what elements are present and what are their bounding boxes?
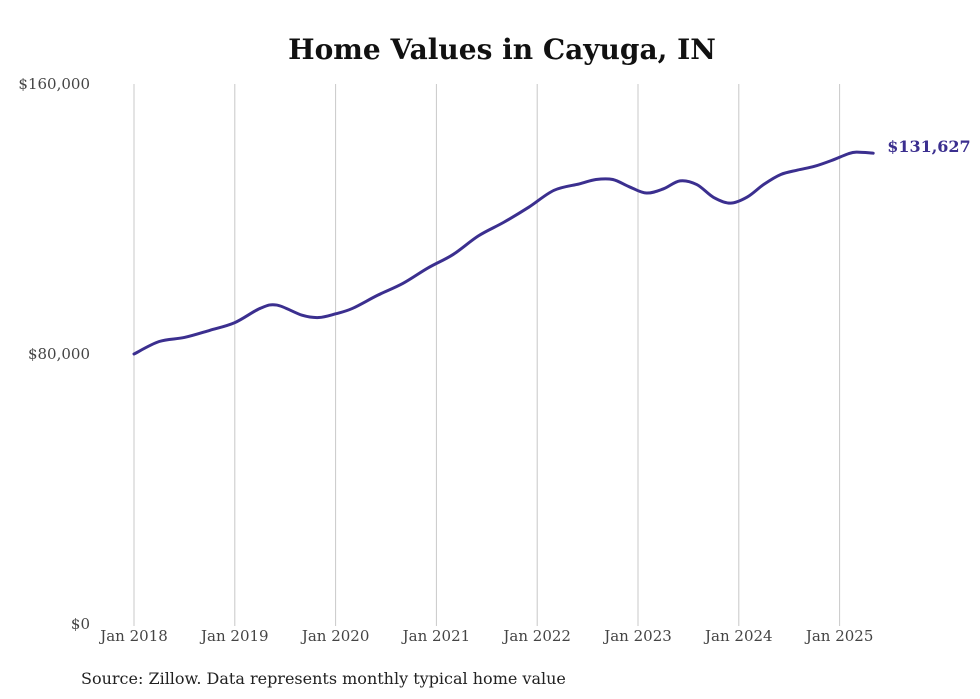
x-tick-label: Jan 2024 bbox=[703, 627, 773, 645]
x-tick-label: Jan 2020 bbox=[300, 627, 370, 645]
x-axis-ticks: Jan 2018 Jan 2019 Jan 2020 Jan 2021 Jan 2022… bbox=[98, 627, 873, 645]
x-tick-label: Jan 2018 bbox=[98, 627, 168, 645]
x-tick-label: Jan 2025 bbox=[804, 627, 874, 645]
gridlines bbox=[133, 84, 841, 626]
latest-value-label: $131,627 bbox=[887, 137, 971, 156]
home-value-line bbox=[132, 150, 875, 356]
chart-title: Home Values in Cayuga, IN bbox=[288, 33, 716, 66]
x-tick-label: Jan 2022 bbox=[501, 627, 571, 645]
x-tick-label: Jan 2021 bbox=[401, 627, 471, 645]
y-tick-label: $160,000 bbox=[18, 75, 90, 93]
series-layer: $131,627 bbox=[132, 137, 971, 356]
x-tick-label: Jan 2019 bbox=[199, 627, 269, 645]
y-axis-ticks: $0 $80,000 $160,000 bbox=[18, 75, 90, 633]
source-note: Source: Zillow. Data represents monthly … bbox=[81, 669, 566, 688]
x-tick-label: Jan 2023 bbox=[602, 627, 672, 645]
y-tick-label: $80,000 bbox=[28, 345, 90, 363]
y-tick-label: $0 bbox=[71, 615, 90, 633]
